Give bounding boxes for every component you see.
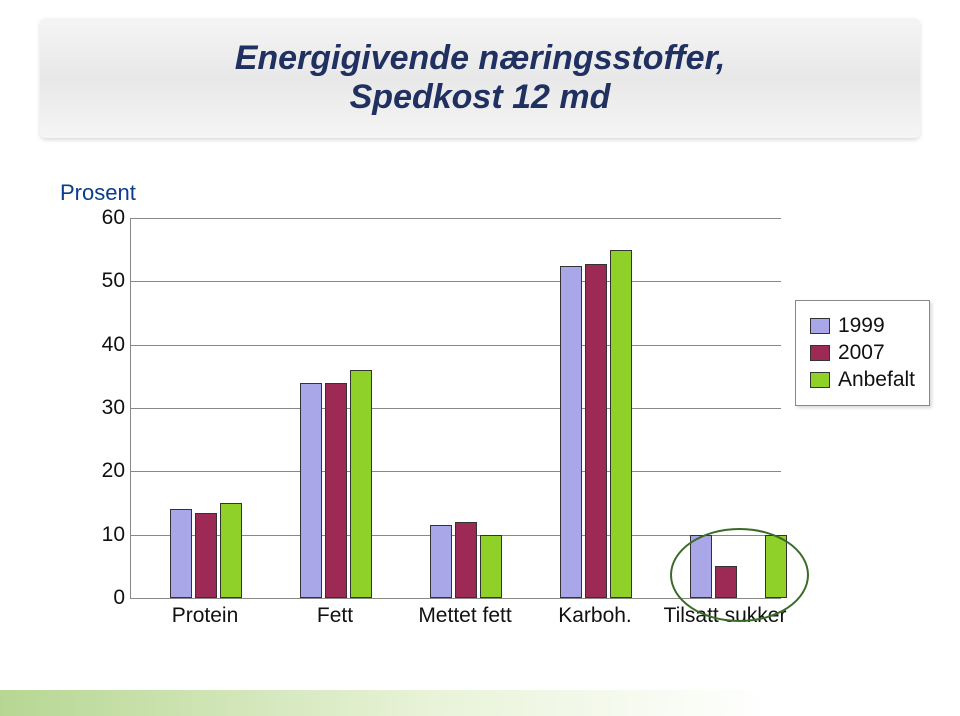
bar-1999-protein [170, 509, 192, 598]
bar-2007-fett [325, 383, 347, 598]
y-tick-label: 20 [70, 459, 125, 483]
footer-strip [0, 690, 960, 716]
bar-1999-mettet-fett [430, 525, 452, 598]
title-band: Energigivende næringsstoffer, Spedkost 1… [40, 18, 920, 138]
legend-swatch [810, 318, 830, 334]
bar-2007-karboh- [585, 264, 607, 598]
bar-1999-karboh- [560, 266, 582, 599]
gridline [131, 281, 781, 282]
legend-label: 1999 [838, 314, 885, 338]
gridline [131, 471, 781, 472]
x-tick-label: Fett [270, 604, 400, 628]
y-tick-label: 30 [70, 396, 125, 420]
legend-item: 2007 [810, 341, 915, 365]
y-tick-label: 40 [70, 333, 125, 357]
slide: { "title": { "line1": "Energigivende nær… [0, 0, 960, 716]
y-tick-label: 60 [70, 206, 125, 230]
bar-anbefalt-mettet-fett [480, 535, 502, 598]
x-tick-label: Mettet fett [400, 604, 530, 628]
legend-swatch [810, 345, 830, 361]
title-line2: Spedkost 12 md [350, 78, 611, 117]
y-axis-label: Prosent [60, 180, 136, 206]
annotation-ellipse [670, 528, 809, 622]
y-tick-label: 0 [70, 586, 125, 610]
x-tick-label: Protein [140, 604, 270, 628]
bar-2007-protein [195, 513, 217, 599]
y-tick-label: 50 [70, 269, 125, 293]
bar-1999-fett [300, 383, 322, 598]
y-tick-label: 10 [70, 523, 125, 547]
legend: 1999 2007 Anbefalt [795, 300, 930, 406]
bar-anbefalt-protein [220, 503, 242, 598]
x-tick-label: Karboh. [530, 604, 660, 628]
title-line1: Energigivende næringsstoffer, [235, 39, 726, 78]
bar-2007-mettet-fett [455, 522, 477, 598]
legend-item: Anbefalt [810, 368, 915, 392]
plot-area [130, 218, 781, 599]
bar-anbefalt-karboh- [610, 250, 632, 598]
legend-label: 2007 [838, 341, 885, 365]
gridline [131, 345, 781, 346]
legend-swatch [810, 372, 830, 388]
bar-anbefalt-fett [350, 370, 372, 598]
gridline [131, 408, 781, 409]
gridline [131, 218, 781, 219]
legend-label: Anbefalt [838, 368, 915, 392]
legend-item: 1999 [810, 314, 915, 338]
